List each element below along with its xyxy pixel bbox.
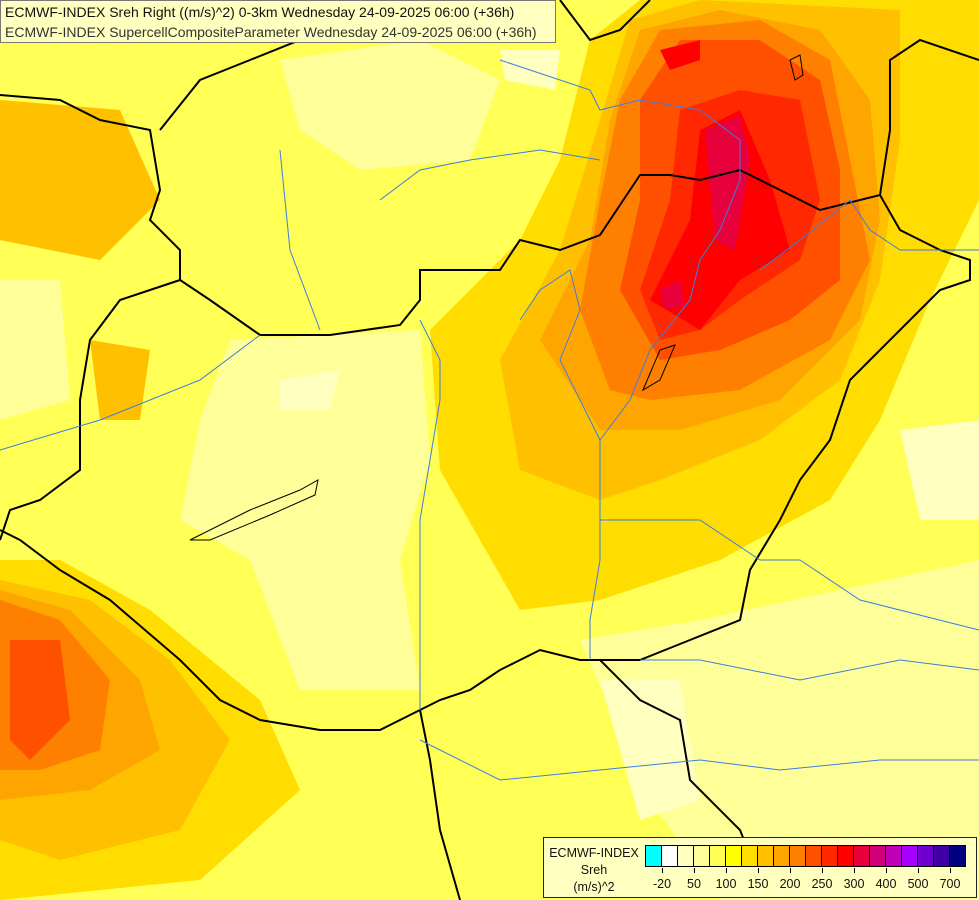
legend-tick-label: 150	[747, 877, 769, 891]
legend-swatch	[854, 846, 870, 866]
eastern-sreh-maximum	[430, 0, 979, 610]
legend-tick-label: 250	[811, 877, 833, 891]
legend-tick-label: 400	[875, 877, 897, 891]
legend-tick-label: -20	[652, 877, 672, 891]
color-legend: ECMWF-INDEX Sreh (m/s)^2 -20 50 100 150 200 2…	[543, 837, 977, 898]
legend-colorbar	[645, 845, 966, 867]
legend-label: ECMWF-INDEX Sreh (m/s)^2	[548, 845, 640, 896]
legend-ticks: -20 50 100 150 200 250 300 400 500 700	[645, 868, 967, 898]
legend-tick	[854, 868, 855, 873]
legend-tick	[758, 868, 759, 873]
legend-swatch	[806, 846, 822, 866]
legend-swatch	[678, 846, 694, 866]
lake-outlines	[189, 54, 804, 541]
legend-swatch	[662, 846, 678, 866]
legend-swatch	[838, 846, 854, 866]
legend-swatch	[742, 846, 758, 866]
legend-tick-label: 200	[779, 877, 801, 891]
legend-tick	[662, 868, 663, 873]
legend-swatch	[822, 846, 838, 866]
legend-tick	[726, 868, 727, 873]
legend-source: ECMWF-INDEX	[549, 846, 639, 860]
legend-tick	[822, 868, 823, 873]
legend-swatch	[790, 846, 806, 866]
legend-swatch	[934, 846, 950, 866]
legend-swatch	[710, 846, 726, 866]
western-sreh-maximum	[0, 100, 300, 900]
legend-swatch	[886, 846, 902, 866]
legend-variable: Sreh	[580, 863, 608, 877]
legend-tick	[790, 868, 791, 873]
legend-swatch	[902, 846, 918, 866]
legend-tick	[918, 868, 919, 873]
legend-tick-label: 50	[687, 877, 701, 891]
legend-tick-label: 500	[907, 877, 929, 891]
legend-swatch	[694, 846, 710, 866]
legend-tick-label: 700	[939, 877, 961, 891]
legend-swatch	[646, 846, 662, 866]
legend-swatch	[758, 846, 774, 866]
rivers	[0, 59, 979, 781]
legend-swatch	[918, 846, 934, 866]
map-title-box: ECMWF-INDEX Sreh Right ((m/s)^2) 0-3km W…	[0, 0, 556, 43]
legend-tick-label: 300	[843, 877, 865, 891]
legend-tick	[886, 868, 887, 873]
title-line-scp: ECMWF-INDEX SupercellCompositeParameter …	[5, 24, 537, 40]
legend-swatch	[726, 846, 742, 866]
legend-swatch	[950, 846, 965, 866]
legend-unit: (m/s)^2	[573, 880, 615, 894]
legend-swatch	[774, 846, 790, 866]
very-pale-areas	[280, 50, 979, 820]
legend-swatch	[870, 846, 886, 866]
legend-tick	[950, 868, 951, 873]
legend-tick-label: 100	[715, 877, 737, 891]
title-line-sreh: ECMWF-INDEX Sreh Right ((m/s)^2) 0-3km W…	[5, 4, 515, 20]
legend-tick	[694, 868, 695, 873]
